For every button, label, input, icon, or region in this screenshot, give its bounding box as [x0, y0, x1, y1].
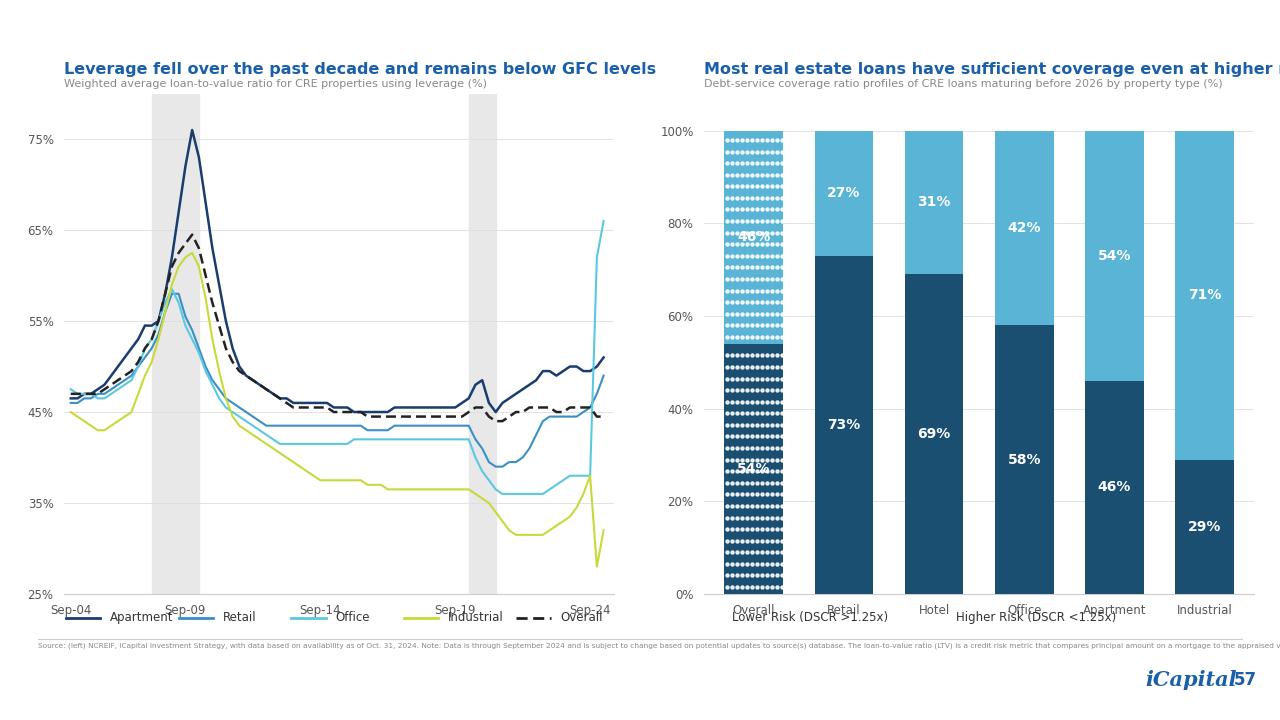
Text: 71%: 71%: [1188, 288, 1221, 302]
Bar: [152, 94, 198, 594]
Bar: [814, 256, 873, 594]
Text: 58%: 58%: [1007, 453, 1041, 467]
Text: 29%: 29%: [1188, 520, 1221, 534]
Text: Industrial: Industrial: [448, 611, 504, 624]
Bar: [905, 274, 964, 594]
Text: 54%: 54%: [737, 462, 771, 476]
Bar: [468, 94, 495, 594]
Text: Lower Risk (DSCR >1.25x): Lower Risk (DSCR >1.25x): [732, 611, 888, 624]
Bar: [814, 130, 873, 256]
Bar: [1175, 459, 1234, 594]
Text: Higher Risk (DSCR <1.25x): Higher Risk (DSCR <1.25x): [956, 611, 1116, 624]
Text: Weighted average loan-to-value ratio for CRE properties using leverage (%): Weighted average loan-to-value ratio for…: [64, 79, 486, 89]
Text: Leverage fell over the past decade and remains below GFC levels: Leverage fell over the past decade and r…: [64, 62, 657, 77]
Bar: [995, 130, 1053, 325]
Bar: [995, 325, 1053, 594]
Text: 69%: 69%: [918, 427, 951, 441]
Text: 54%: 54%: [1098, 249, 1132, 263]
Text: 27%: 27%: [827, 186, 860, 200]
Text: Source: (left) NCREIF, iCapital Investment Strategy, with data based on availabi: Source: (left) NCREIF, iCapital Investme…: [38, 642, 1280, 649]
Text: Retail: Retail: [223, 611, 256, 624]
Bar: [724, 130, 783, 344]
Bar: [1175, 130, 1234, 459]
Text: iCapital: iCapital: [1146, 670, 1236, 690]
Text: 42%: 42%: [1007, 221, 1041, 235]
Text: Apartment: Apartment: [110, 611, 174, 624]
Text: 57: 57: [1234, 671, 1257, 690]
Text: 73%: 73%: [827, 418, 860, 432]
Bar: [1085, 130, 1144, 381]
Text: Debt-service coverage ratio profiles of CRE loans maturing before 2026 by proper: Debt-service coverage ratio profiles of …: [704, 79, 1222, 89]
Bar: [905, 130, 964, 274]
Text: Overall: Overall: [561, 611, 603, 624]
Bar: [724, 344, 783, 594]
Text: 46%: 46%: [737, 230, 771, 244]
Text: 31%: 31%: [918, 196, 951, 210]
Bar: [1085, 381, 1144, 594]
Text: Office: Office: [335, 611, 370, 624]
Text: 46%: 46%: [1098, 480, 1132, 495]
Text: Most real estate loans have sufficient coverage even at higher rates: Most real estate loans have sufficient c…: [704, 62, 1280, 77]
